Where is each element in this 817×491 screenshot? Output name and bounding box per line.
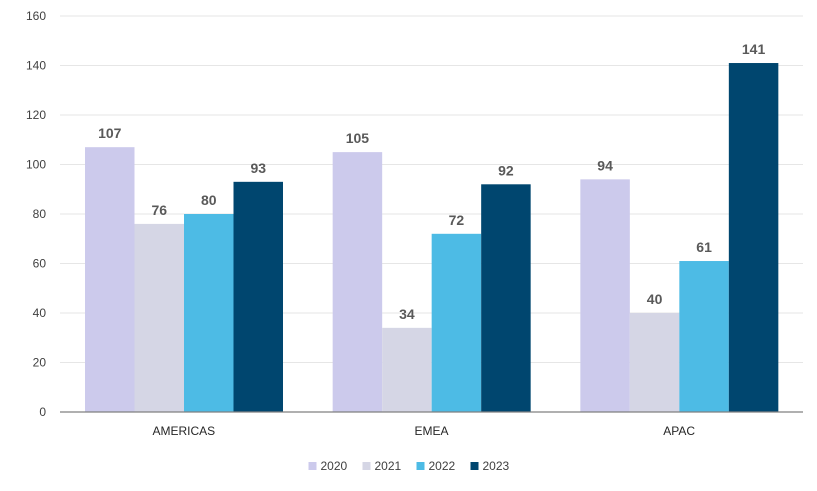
x-category-label: EMEA [414,424,448,438]
bar-emea-2022 [431,233,482,412]
data-label: 105 [346,130,370,146]
legend-item-2021: 2021 [362,459,402,473]
y-tick-label: 60 [33,257,47,271]
x-axis-categories: AMERICAS EMEA APAC [152,424,695,438]
legend-swatch [416,462,425,470]
y-axis-ticks: 0 20 40 60 80 100 120 140 160 [26,9,46,419]
bar-emea-2023 [481,184,531,412]
legend-swatch [308,462,317,470]
data-labels: 107 76 80 93 105 34 72 92 94 40 61 141 [98,41,765,322]
legend-item-2022: 2022 [416,459,456,473]
y-tick-label: 160 [26,9,46,23]
legend-label: 2020 [321,459,348,473]
data-label: 40 [647,291,663,307]
data-label: 72 [449,212,465,228]
bar-apac-2023 [728,63,779,413]
data-label: 107 [98,125,122,141]
y-tick-label: 140 [26,59,46,73]
bar-americas-2021 [134,223,184,412]
data-label: 94 [597,157,613,173]
bar-emea-2020 [332,152,383,412]
legend-item-2020: 2020 [308,459,348,473]
legend-label: 2023 [483,459,510,473]
legend-label: 2022 [429,459,456,473]
bar-apac-2022 [679,261,729,412]
x-category-label: AMERICAS [152,424,215,438]
bars [85,63,779,413]
y-tick-label: 20 [33,356,47,370]
legend-swatch [470,462,479,470]
y-tick-label: 0 [39,405,46,419]
data-label: 141 [742,41,766,57]
legend-item-2023: 2023 [470,459,510,473]
data-label: 92 [498,162,514,178]
bar-apac-2020 [580,179,630,412]
bar-americas-2023 [233,181,283,412]
bar-emea-2021 [382,327,432,412]
bar-americas-2022 [184,214,234,412]
data-label: 61 [696,239,712,255]
data-label: 76 [151,202,167,218]
legend-label: 2021 [375,459,402,473]
data-label: 34 [399,306,415,322]
legend: 2020 2021 2022 2023 [308,459,510,473]
y-tick-label: 80 [33,207,47,221]
data-label: 80 [201,192,217,208]
y-tick-label: 40 [33,306,47,320]
y-tick-label: 100 [26,158,46,172]
bar-americas-2020 [85,147,135,413]
bar-apac-2021 [629,313,680,412]
y-tick-label: 120 [26,108,46,122]
data-label: 93 [250,160,266,176]
legend-swatch [362,462,371,470]
x-category-label: APAC [663,424,695,438]
